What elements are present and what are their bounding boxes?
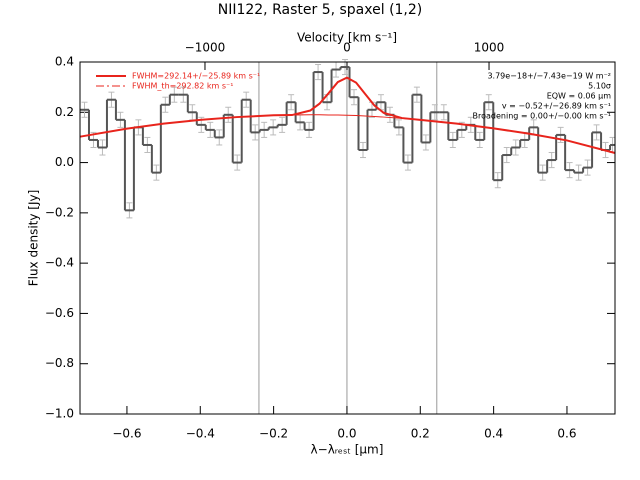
x2-tick-label: 1000 xyxy=(474,41,505,55)
y-tick-label: 0.2 xyxy=(55,105,74,119)
x-tick-label: 0.0 xyxy=(337,427,356,441)
legend-label: FWHM=292.14+/−25.89 km s⁻¹ xyxy=(132,72,260,81)
x-tick-label: −0.2 xyxy=(259,427,288,441)
y-tick-label: −1.0 xyxy=(45,407,74,421)
y-tick-label: −0.4 xyxy=(45,256,74,270)
annotation: 5.10σ xyxy=(588,82,611,91)
plot-frame xyxy=(79,61,616,415)
x-axis-label: λ−λᵣₑₛₜ [μm] xyxy=(311,443,384,457)
fit-line xyxy=(79,114,616,154)
annotation: EQW = 0.06 μm xyxy=(547,92,611,101)
annotation: 3.79e−18+/−7.43e−19 W m⁻² xyxy=(487,72,611,81)
x-tick-label: 0.4 xyxy=(484,427,503,441)
annotation: v = −0.52+/−26.89 km s⁻¹ xyxy=(502,102,611,111)
chart-title: NII122, Raster 5, spaxel (1,2) xyxy=(218,2,423,18)
x-tick-label: 0.2 xyxy=(411,427,430,441)
y-tick-label: −0.8 xyxy=(45,356,74,370)
legend-label: FWHM_th=292.82 km s⁻¹ xyxy=(132,82,233,91)
x-tick-label: −0.4 xyxy=(186,427,215,441)
x-tick-label: −0.6 xyxy=(112,427,141,441)
y-tick-label: −0.6 xyxy=(45,306,74,320)
annotation: Broadening = 0.00+/−0.00 km s⁻¹ xyxy=(473,112,611,121)
y-tick-label: 0.0 xyxy=(55,155,74,169)
x2-axis-label: Velocity [km s⁻¹] xyxy=(297,31,397,45)
x2-tick-label: 0 xyxy=(343,41,351,55)
y-axis-label: Flux density [Jy] xyxy=(27,190,41,287)
y-tick-label: −0.2 xyxy=(45,205,74,219)
y-tick-label: 0.4 xyxy=(55,55,74,69)
x2-tick-label: −1000 xyxy=(185,41,226,55)
x-tick-label: 0.6 xyxy=(557,427,576,441)
